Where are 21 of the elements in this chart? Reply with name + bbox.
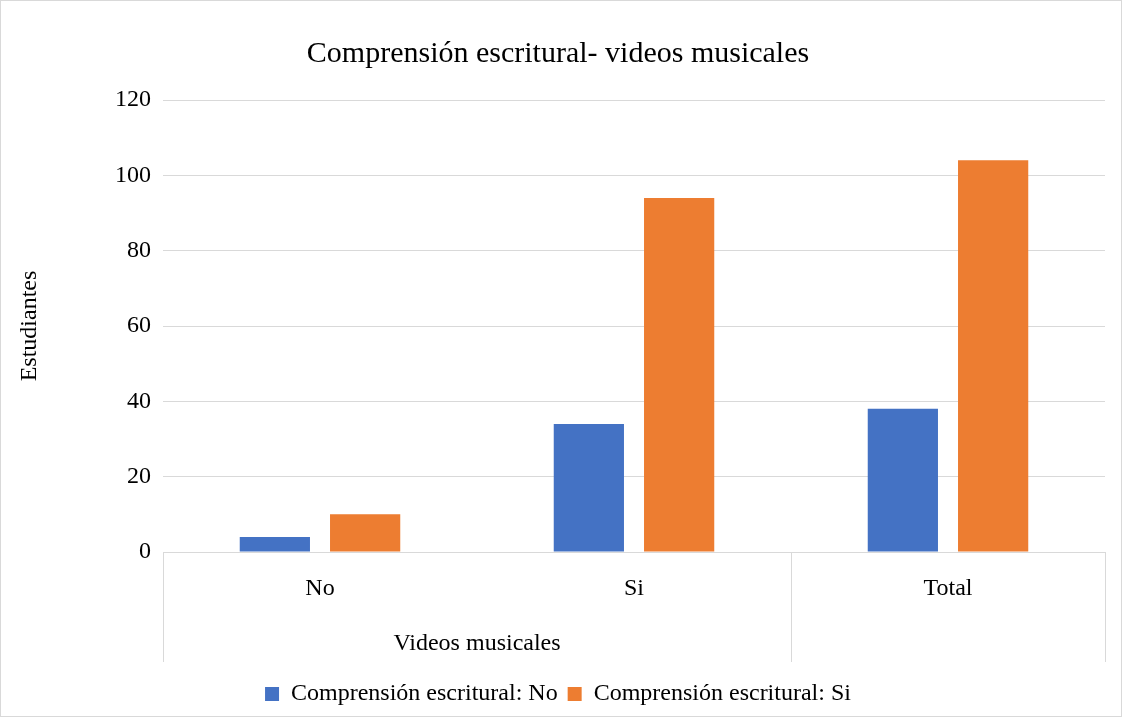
bar	[239, 536, 310, 552]
legend-label: Comprensión escritural: No	[291, 679, 558, 706]
text: Videos musicales	[393, 629, 561, 656]
y-tick-label: 40	[127, 386, 151, 413]
x-tick-label: Si	[623, 574, 645, 601]
y-tick-label: 20	[127, 461, 151, 488]
bar	[553, 423, 624, 552]
bar	[644, 197, 715, 552]
y-axis-title: Estudiantes	[14, 270, 41, 382]
bar	[958, 160, 1029, 552]
x-tick-label: Total	[923, 574, 973, 601]
y-tick-label: 60	[127, 311, 151, 338]
bar	[867, 408, 938, 552]
y-tick-label: 80	[127, 235, 151, 262]
x-tick-label: No	[305, 574, 335, 601]
legend-label: Comprensión escritural: Si	[593, 679, 852, 706]
y-tick-label: 100	[115, 160, 151, 187]
y-tick-label: 0	[139, 537, 151, 564]
bar	[330, 514, 401, 552]
chart-title: Comprensión escritural- videos musicales	[306, 34, 810, 68]
y-tick-label: 120	[115, 85, 151, 112]
